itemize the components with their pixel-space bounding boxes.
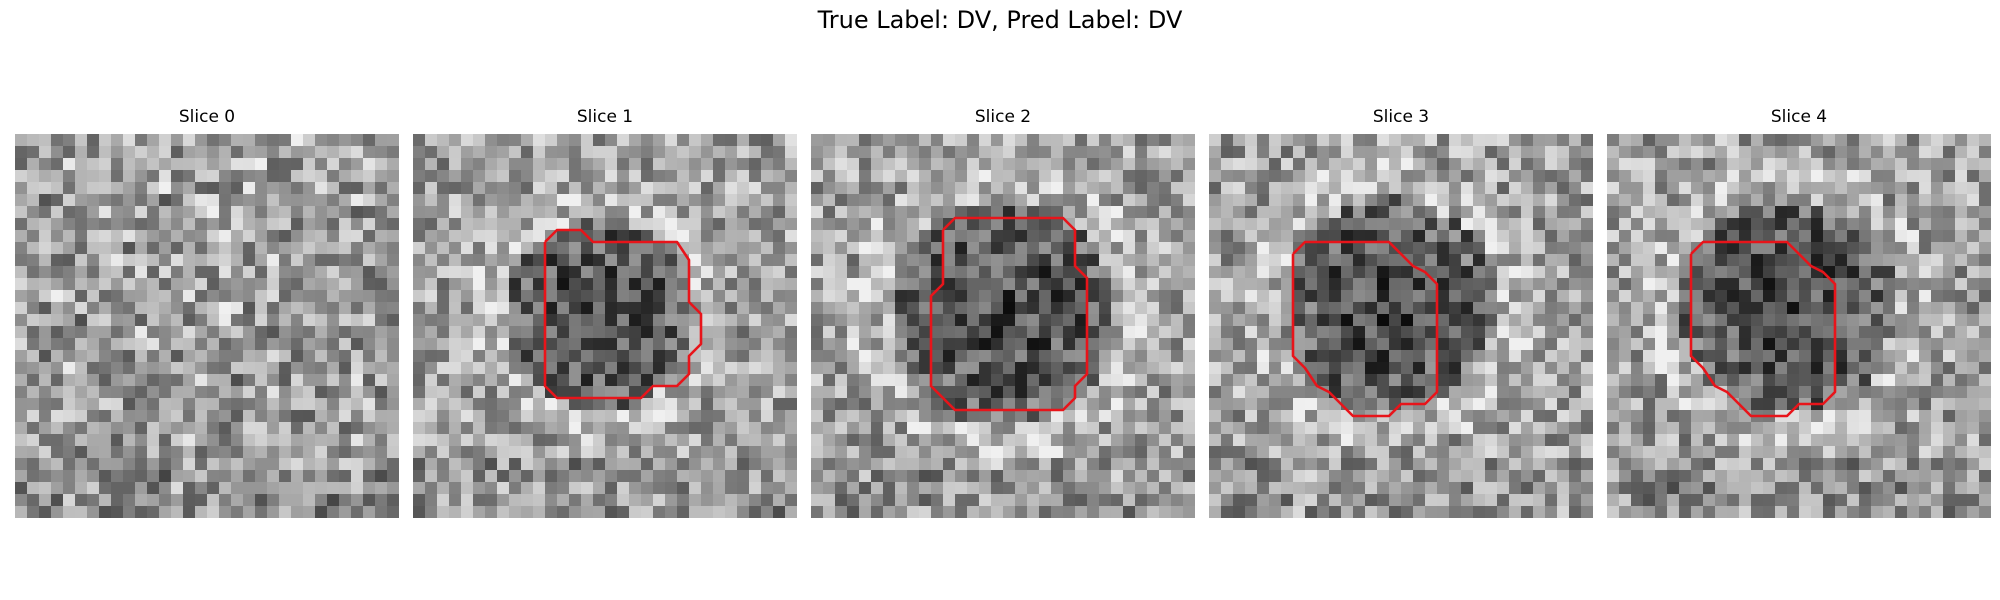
slice-heatmap: [413, 134, 797, 518]
slice-title: Slice 1: [576, 107, 634, 127]
slice-heatmap: [15, 134, 399, 518]
slice-title: Slice 2: [974, 107, 1032, 127]
slice-image: [15, 134, 399, 518]
slice-title: Slice 3: [1372, 107, 1430, 127]
segmentation-contour: [543, 228, 703, 400]
slice-image: [1607, 134, 1991, 518]
slice-heatmap: [1607, 134, 1991, 518]
segmentation-contour: [1689, 240, 1837, 418]
figure-title: True Label: DV, Pred Label: DV: [817, 6, 1183, 34]
segmentation-contour: [929, 216, 1089, 412]
slice-title: Slice 0: [178, 107, 236, 127]
slice-image: [413, 134, 797, 518]
slice-heatmap: [811, 134, 1195, 518]
slice-image: [1209, 134, 1593, 518]
slice-image: [811, 134, 1195, 518]
segmentation-contour: [1291, 240, 1439, 418]
slice-heatmap: [1209, 134, 1593, 518]
slice-title: Slice 4: [1770, 107, 1828, 127]
